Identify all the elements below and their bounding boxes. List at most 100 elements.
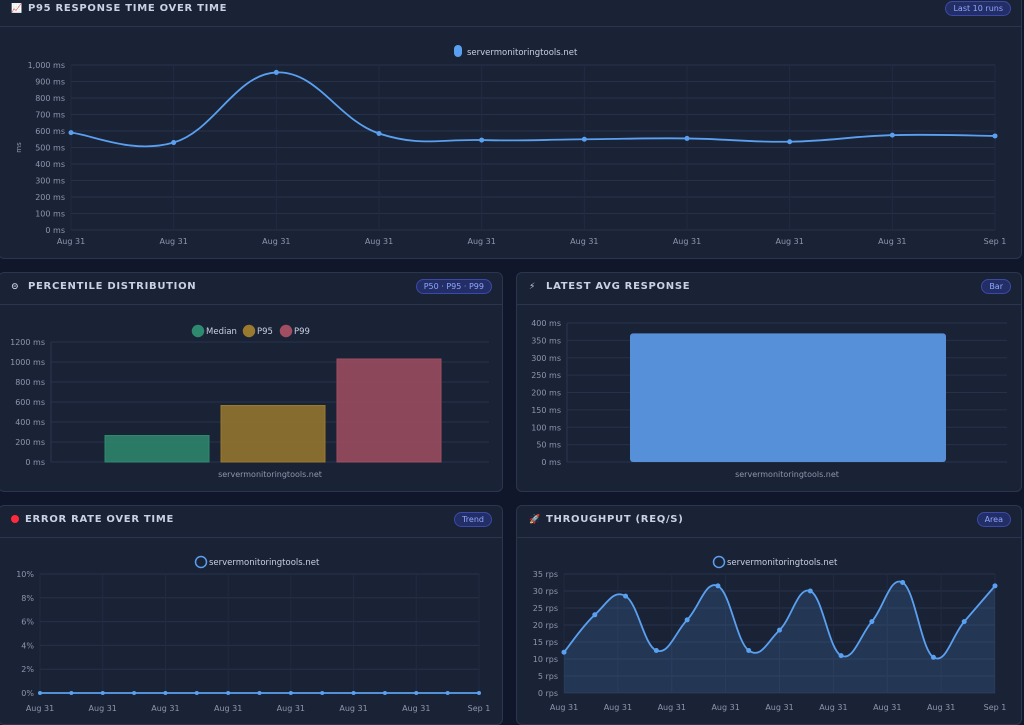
- error-y-tick: 0%: [21, 689, 34, 698]
- area-badge[interactable]: Area: [976, 512, 1011, 527]
- gauge-icon: ⊝: [11, 282, 20, 292]
- p95-data-point: [992, 133, 998, 139]
- error-rate-panel: ERROR RATE OVER TIME Trend 0% 2% 4% 6% 8% 10%…: [0, 505, 503, 725]
- throughput-data-point: [869, 619, 875, 625]
- error-y-tick: 10%: [16, 570, 34, 579]
- p95-data-point: [684, 135, 690, 141]
- error-x-tick: Aug 31: [151, 704, 179, 713]
- error-x-tick: Aug 31: [89, 704, 117, 713]
- throughput-x-tick: Aug 31: [873, 703, 901, 712]
- p95-y-tick: 700 ms: [35, 111, 65, 120]
- error-y-tick: 4%: [21, 641, 34, 650]
- p95-data-point: [171, 140, 177, 146]
- percentile-y-tick: 0 ms: [25, 458, 45, 467]
- error-data-point: [477, 691, 481, 695]
- latest-bar: [630, 333, 946, 462]
- percentile-bar-median: [104, 435, 210, 463]
- p95-y-tick: 1,000 ms: [28, 61, 65, 70]
- p95-data-point: [376, 130, 382, 136]
- percentile-legend-p95-swatch: [242, 324, 256, 338]
- throughput-panel-title: 🚀 THROUGHPUT (REQ/S): [529, 514, 683, 525]
- latest-y-tick: 200 ms: [531, 389, 561, 398]
- error-x-tick: Sep 1: [468, 704, 491, 713]
- percentile-bar-p99: [336, 358, 442, 463]
- throughput-legend-label: servermonitoringtools.net: [727, 558, 838, 568]
- error-x-tick: Aug 31: [26, 704, 54, 713]
- throughput-panel-header: 🚀 THROUGHPUT (REQ/S) Area: [517, 506, 1021, 538]
- p95-data-point: [273, 69, 279, 75]
- throughput-y-tick: 35 rps: [533, 570, 558, 579]
- throughput-x-tick: Aug 31: [658, 703, 686, 712]
- percentile-legend-p99-label: P99: [294, 327, 310, 337]
- throughput-x-tick: Aug 31: [765, 703, 793, 712]
- latest-panel-header: ⚡ LATEST AVG RESPONSE Bar: [517, 273, 1021, 305]
- percentile-y-tick: 200 ms: [15, 438, 45, 447]
- throughput-y-tick: 20 rps: [533, 621, 558, 630]
- error-data-point: [163, 691, 168, 695]
- throughput-data-point: [777, 627, 782, 633]
- throughput-data-point: [930, 654, 936, 660]
- p95-response-panel: 📈 P95 RESPONSE TIME OVER TIME Last 10 run…: [0, 0, 1022, 259]
- throughput-x-tick: Aug 31: [550, 703, 578, 712]
- percentile-badge[interactable]: P50 · P95 · P99: [415, 279, 492, 294]
- latest-x-tick: servermonitoringtools.net: [735, 470, 839, 479]
- trend-badge[interactable]: Trend: [454, 512, 492, 527]
- percentile-y-tick: 1200 ms: [10, 338, 45, 347]
- error-data-point: [226, 691, 231, 695]
- latest-title-text: LATEST AVG RESPONSE: [546, 281, 691, 292]
- error-legend-swatch: [194, 555, 208, 569]
- error-data-point: [288, 691, 293, 695]
- throughput-data-point: [715, 583, 721, 589]
- percentile-distribution-panel: ⊝ PERCENTILE DISTRIBUTION P50 · P95 · P99…: [0, 272, 503, 492]
- error-panel-title: ERROR RATE OVER TIME: [11, 514, 174, 525]
- throughput-data-point: [623, 593, 629, 599]
- throughput-y-tick: 30 rps: [533, 587, 558, 596]
- percentile-y-tick: 600 ms: [15, 398, 45, 407]
- last-runs-badge[interactable]: Last 10 runs: [945, 1, 1011, 16]
- error-x-tick: Aug 31: [214, 704, 242, 713]
- error-data-point: [132, 691, 137, 695]
- percentile-y-tick: 1000 ms: [10, 358, 45, 367]
- throughput-x-tick: Aug 31: [927, 703, 955, 712]
- p95-y-axis-label: ms: [15, 142, 23, 153]
- percentile-bar-chart: 0 ms 200 ms 400 ms 600 ms 800 ms 1000 ms 1200 …: [10, 324, 489, 479]
- p95-x-tick: Aug 31: [365, 237, 393, 246]
- error-x-tick: Aug 31: [277, 704, 305, 713]
- p95-x-tick: Aug 31: [159, 237, 187, 246]
- percentile-legend-median-label: Median: [206, 327, 237, 337]
- throughput-data-point: [592, 612, 598, 618]
- p95-y-tick: 900 ms: [35, 78, 65, 87]
- percentile-y-tick: 400 ms: [15, 418, 45, 427]
- p95-x-tick: Aug 31: [57, 237, 85, 246]
- bar-badge[interactable]: Bar: [981, 279, 1011, 294]
- error-data-point: [445, 691, 450, 695]
- throughput-y-tick: 5 rps: [538, 672, 558, 681]
- percentile-bar-p95: [220, 405, 326, 463]
- p95-data-point: [889, 132, 895, 138]
- percentile-x-tick: servermonitoringtools.net: [218, 470, 322, 479]
- p95-title-text: P95 RESPONSE TIME OVER TIME: [28, 3, 228, 14]
- error-y-tick: 2%: [21, 665, 34, 674]
- latest-panel-title: ⚡ LATEST AVG RESPONSE: [529, 281, 690, 292]
- p95-data-point: [479, 137, 485, 143]
- p95-data-point: [787, 139, 793, 145]
- throughput-area-chart: 0 rps 5 rps 10 rps 15 rps 20 rps 25 rps 30 rps…: [533, 555, 1007, 712]
- percentile-y-tick: 800 ms: [15, 378, 45, 387]
- throughput-data-point: [900, 580, 906, 585]
- p95-line-chart: 0 ms 100 ms 200 ms 300 ms 400 ms 500 ms 600 ms…: [15, 45, 1007, 246]
- throughput-data-point: [807, 588, 813, 594]
- error-data-point: [414, 691, 419, 695]
- percentile-title-text: PERCENTILE DISTRIBUTION: [28, 281, 197, 292]
- p95-x-tick: Aug 31: [878, 237, 906, 246]
- p95-x-tick: Aug 31: [467, 237, 495, 246]
- p95-data-point: [68, 130, 74, 136]
- throughput-y-tick: 10 rps: [533, 655, 558, 664]
- error-y-tick: 8%: [21, 594, 34, 603]
- p95-y-tick: 100 ms: [35, 210, 65, 219]
- p95-y-tick: 600 ms: [35, 127, 65, 136]
- latest-y-tick: 0 ms: [541, 458, 561, 467]
- latest-bar-chart: 0 ms 50 ms 100 ms 150 ms 200 ms 250 ms 300 ms 3…: [531, 319, 1007, 479]
- p95-panel-title: 📈 P95 RESPONSE TIME OVER TIME: [11, 3, 227, 14]
- throughput-x-tick: Sep 1: [984, 703, 1007, 712]
- p95-x-tick: Sep 1: [984, 237, 1007, 246]
